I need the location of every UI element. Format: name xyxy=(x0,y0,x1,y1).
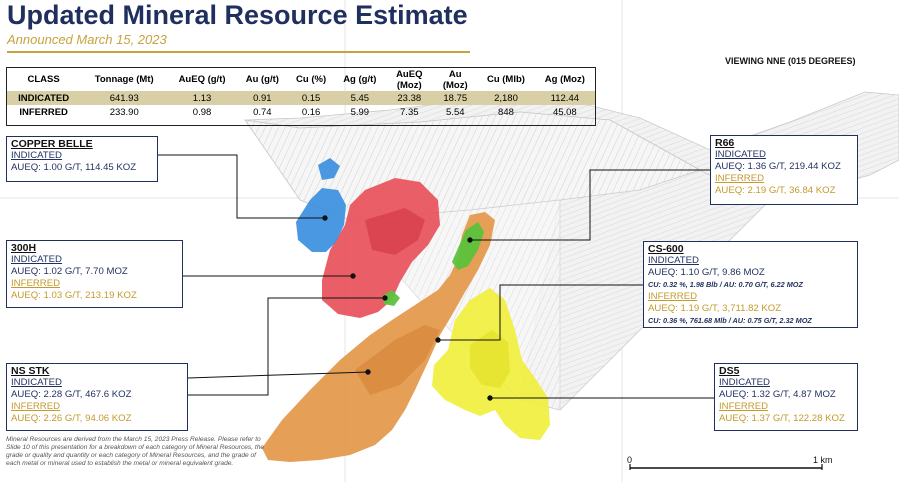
table-cell: 7.35 xyxy=(400,106,419,118)
callout-title: NS STK xyxy=(11,365,50,377)
scale-bar xyxy=(629,464,823,470)
indicated-label: INDICATED xyxy=(11,150,62,161)
inferred-value: AUEQ: 2.19 G/T, 36.84 KOZ xyxy=(715,185,836,196)
callout-title: 300H xyxy=(11,242,37,254)
table-cell: 18.75 xyxy=(433,91,478,105)
callout-title: DS5 xyxy=(719,365,740,377)
header-aueq-moz: AuEQ (Moz) xyxy=(396,68,423,91)
footnote: Mineral Resources are derived from the M… xyxy=(6,436,265,467)
indicated-label: INDICATED xyxy=(719,377,770,388)
table-row: INDICATED 641.93 1.13 0.91 0.15 5.45 23.… xyxy=(6,91,595,105)
inferred-value: AUEQ: 1.19 G/T, 3,711.82 KOZ xyxy=(648,303,782,314)
inferred-value: AUEQ: 2.26 G/T, 94.06 KOZ xyxy=(11,413,132,424)
viewing-direction-label: VIEWING NNE (015 DEGREES) xyxy=(725,56,856,66)
title-divider xyxy=(7,51,470,53)
scale-end-label: 1 km xyxy=(813,455,833,465)
indicated-value: AUEQ: 1.10 G/T, 9.86 MOZ xyxy=(648,267,765,278)
table-cell: 2,180 xyxy=(477,91,535,105)
table-cell: 45.08 xyxy=(552,106,577,118)
header-tonnage: Tonnage (Mt) xyxy=(94,74,154,85)
leader-ns-stk xyxy=(188,297,385,396)
leader-r66 xyxy=(470,169,710,241)
resource-table: CLASS Tonnage (Mt) AuEQ (g/t) Au (g/t) C… xyxy=(6,68,595,119)
header-class: CLASS xyxy=(27,74,60,85)
inferred-label: INFERRED xyxy=(11,278,61,289)
inferred-value: AUEQ: 1.37 G/T, 122.28 KOZ xyxy=(719,413,845,424)
header-au-moz: Au (Moz) xyxy=(442,68,468,91)
page-title: Updated Mineral Resource Estimate xyxy=(7,0,468,30)
leader-lines xyxy=(158,154,714,401)
callout-r66: R66 INDICATED AUEQ: 1.36 G/T, 219.44 KOZ… xyxy=(710,135,858,205)
table-header-row: CLASS Tonnage (Mt) AuEQ (g/t) Au (g/t) C… xyxy=(6,68,595,91)
table-cell: 0.74 xyxy=(253,106,272,118)
table-cell: INFERRED xyxy=(19,106,68,118)
green-orebodies xyxy=(382,222,484,306)
leader-ns-stk-2 xyxy=(187,371,369,379)
indicated-value: AUEQ: 1.00 G/T, 114.45 KOZ xyxy=(11,162,137,173)
indicated-value: AUEQ: 1.02 G/T, 7.70 MOZ xyxy=(11,266,128,277)
indicated-value: AUEQ: 1.32 G/T, 4.87 MOZ xyxy=(719,389,836,400)
callout-cs600: CS-600 INDICATED AUEQ: 1.10 G/T, 9.86 MO… xyxy=(643,241,858,328)
indicated-detail: CU: 0.32 %, 1.98 Blb / AU: 0.70 G/T, 6.2… xyxy=(648,280,803,289)
table-cell: 0.98 xyxy=(192,106,212,118)
table-cell: 0.91 xyxy=(236,91,288,105)
inferred-label: INFERRED xyxy=(11,401,61,412)
table-cell: 641.93 xyxy=(81,91,168,105)
inferred-label: INFERRED xyxy=(719,401,769,412)
table-cell: 233.90 xyxy=(109,106,139,118)
table-cell: 1.13 xyxy=(167,91,237,105)
table-cell: 112.44 xyxy=(534,91,595,105)
callout-300h: 300H INDICATED AUEQ: 1.02 G/T, 7.70 MOZ … xyxy=(6,240,183,308)
header-ag-grade: Ag (g/t) xyxy=(343,74,377,85)
indicated-value: AUEQ: 2.28 G/T, 467.6 KOZ xyxy=(11,389,132,400)
leader-cs600 xyxy=(438,284,643,341)
table-cell: 0.15 xyxy=(287,91,335,105)
callout-ns-stk: NS STK INDICATED AUEQ: 2.28 G/T, 467.6 K… xyxy=(6,363,188,431)
h300-orebody xyxy=(322,178,440,318)
callout-title: COPPER BELLE xyxy=(11,138,93,150)
inferred-label: INFERRED xyxy=(715,173,765,184)
copper-belle-orebody xyxy=(296,158,346,252)
callout-copper-belle: COPPER BELLE INDICATED AUEQ: 1.00 G/T, 1… xyxy=(6,136,158,182)
table-cell: INDICATED xyxy=(6,91,82,105)
indicated-label: INDICATED xyxy=(715,149,766,160)
table-cell: 848 xyxy=(498,106,514,118)
indicated-label: INDICATED xyxy=(11,254,62,265)
callout-title: CS-600 xyxy=(648,243,684,255)
table-cell: 5.45 xyxy=(334,91,386,105)
header-au-grade: Au (g/t) xyxy=(245,74,279,85)
table-cell: 0.16 xyxy=(301,106,321,118)
table-row: INFERRED 233.90 0.98 0.74 0.16 5.99 7.35… xyxy=(6,105,595,119)
header-ag-moz: Ag (Moz) xyxy=(544,74,585,85)
indicated-label: INDICATED xyxy=(648,255,699,266)
callout-title: R66 xyxy=(715,137,735,149)
table-cell: 5.54 xyxy=(446,106,465,118)
inferred-detail: CU: 0.36 %, 761.68 Mlb / AU: 0.75 G/T, 2… xyxy=(648,316,812,325)
inferred-value: AUEQ: 1.03 G/T, 213.19 KOZ xyxy=(11,290,137,301)
ds5-orebody xyxy=(432,288,550,440)
header-cu-grade: Cu (%) xyxy=(296,74,327,85)
callout-ds5: DS5 INDICATED AUEQ: 1.32 G/T, 4.87 MOZ I… xyxy=(714,363,858,431)
ns-stk-orebody xyxy=(262,212,495,462)
scale-start-label: 0 xyxy=(627,455,633,465)
leader-copper-belle xyxy=(158,154,325,219)
table-cell: 23.38 xyxy=(385,91,434,105)
table-cell: 5.99 xyxy=(350,106,370,118)
page-subtitle: Announced March 15, 2023 xyxy=(7,32,167,47)
header-cu-mlb: Cu (Mlb) xyxy=(486,74,525,85)
header-aueq-grade: AuEQ (g/t) xyxy=(178,74,226,85)
inferred-label: INFERRED xyxy=(648,291,698,302)
indicated-label: INDICATED xyxy=(11,377,62,388)
indicated-value: AUEQ: 1.36 G/T, 219.44 KOZ xyxy=(715,161,841,172)
